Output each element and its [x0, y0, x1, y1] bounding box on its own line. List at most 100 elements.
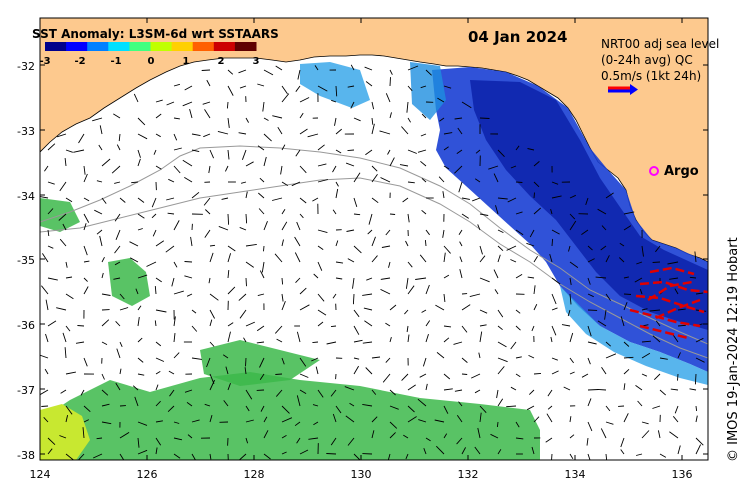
y-tick-label: -36 [17, 319, 35, 332]
current-arrow [263, 430, 269, 439]
current-arrow [227, 270, 230, 279]
current-arrow [415, 277, 427, 280]
current-arrow [296, 395, 301, 407]
current-arrow [118, 133, 121, 142]
current-arrow [47, 320, 57, 327]
current-arrow [461, 101, 472, 109]
current-arrow [92, 117, 103, 122]
current-arrow [454, 117, 463, 120]
legend: NRT00 adj sea level (0-24h avg) QC 0.5m/… [601, 37, 719, 83]
current-arrow [434, 419, 445, 423]
current-arrow [417, 149, 427, 153]
current-arrow [479, 405, 487, 414]
colorbar-swatch [150, 42, 173, 51]
colorbar-swatch [192, 42, 215, 51]
current-arrow [497, 341, 507, 348]
current-arrow [619, 242, 625, 247]
current-arrow [244, 367, 247, 375]
current-arrow [299, 449, 309, 455]
current-arrow [490, 433, 499, 439]
current-arrow [425, 320, 431, 327]
current-arrow [475, 149, 481, 154]
current-arrow [137, 305, 142, 311]
current-arrow [155, 447, 158, 455]
current-arrow [332, 209, 337, 215]
current-arrow [294, 252, 301, 263]
current-arrow [263, 453, 271, 460]
current-arrow [299, 97, 310, 103]
current-arrow [510, 341, 517, 350]
current-arrow [277, 126, 283, 135]
current-arrow [515, 145, 520, 151]
current-arrow [201, 69, 211, 71]
current-arrow [694, 251, 697, 263]
current-arrow [667, 261, 679, 265]
current-arrow [677, 324, 686, 327]
current-arrow [276, 338, 283, 343]
current-arrow [83, 245, 88, 256]
current-arrow [299, 389, 307, 394]
current-arrow [227, 149, 230, 160]
current-arrow [332, 413, 337, 423]
current-arrow [605, 405, 611, 412]
current-arrow [497, 197, 508, 200]
current-arrow [649, 309, 661, 312]
current-arrow [238, 69, 247, 74]
current-arrow [40, 354, 49, 359]
current-arrow [47, 277, 58, 281]
current-arrow [119, 368, 122, 375]
current-arrow [155, 400, 161, 407]
current-arrow [461, 197, 470, 200]
current-arrow [60, 389, 67, 394]
current-arrow [371, 236, 376, 247]
current-arrow [353, 339, 363, 343]
current-arrow [443, 337, 450, 343]
current-arrow [389, 304, 397, 311]
current-arrow [677, 373, 679, 381]
current-arrow [308, 437, 319, 440]
current-arrow [335, 261, 344, 264]
current-arrow [260, 405, 265, 412]
current-arrow [550, 336, 553, 343]
current-arrow [551, 293, 557, 305]
current-arrow [311, 357, 319, 362]
colorbar-swatch [234, 42, 257, 51]
current-arrow [515, 309, 521, 314]
current-arrow [132, 385, 139, 391]
current-arrow [65, 405, 73, 415]
current-arrow [600, 428, 607, 439]
current-arrow [155, 309, 167, 313]
current-arrow [257, 83, 265, 87]
current-arrow [135, 288, 139, 295]
current-arrow [551, 357, 558, 361]
current-arrow [527, 148, 535, 151]
current-arrow [261, 261, 265, 273]
current-arrow [371, 356, 381, 359]
warm-patch-2 [200, 340, 320, 386]
current-arrow [443, 293, 446, 303]
colorbar-tick-label: 2 [218, 56, 225, 67]
current-arrow [695, 357, 705, 363]
current-arrow [547, 405, 553, 410]
current-arrow [317, 309, 327, 316]
current-arrow [533, 416, 540, 423]
current-arrow [353, 309, 360, 318]
current-arrow [73, 149, 85, 153]
current-arrow [101, 272, 104, 279]
current-arrow [407, 261, 413, 268]
current-arrow [245, 261, 254, 268]
current-arrow [515, 181, 523, 183]
current-arrow [595, 276, 607, 279]
current-arrow [389, 77, 391, 87]
current-arrow [307, 133, 319, 138]
current-arrow [529, 229, 535, 238]
current-arrow [533, 181, 540, 188]
current-arrow [262, 101, 265, 112]
current-arrow [497, 229, 504, 234]
current-arrow [367, 229, 373, 235]
current-arrow [47, 448, 53, 455]
current-arrow [299, 304, 310, 311]
current-arrow [65, 261, 68, 268]
current-arrow [83, 173, 88, 183]
current-arrow [263, 156, 267, 167]
